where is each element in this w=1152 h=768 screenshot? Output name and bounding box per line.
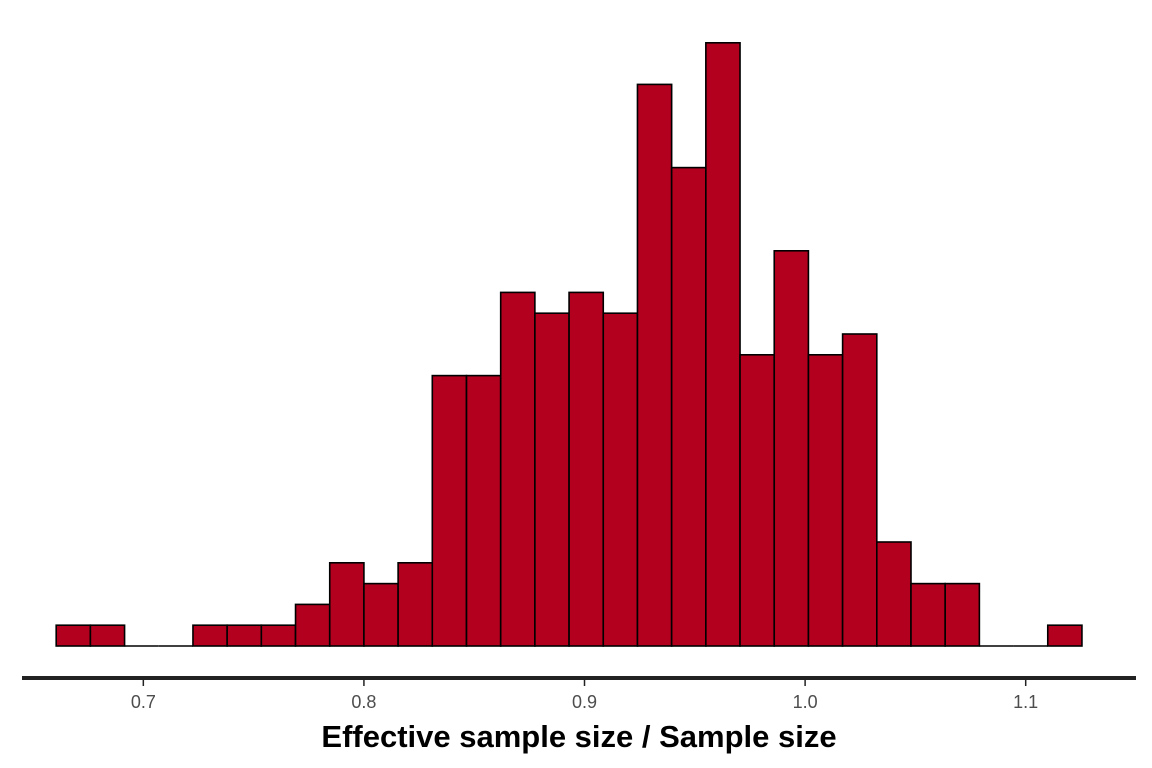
histogram-bar	[636, 83, 673, 647]
histogram-bar	[568, 291, 605, 647]
histogram-bar	[397, 561, 434, 647]
histogram-bar	[602, 312, 639, 647]
histogram-bar	[499, 291, 536, 647]
histogram-bar	[773, 250, 810, 647]
histogram-bar	[910, 582, 946, 647]
histogram-bar	[294, 603, 331, 647]
x-tick-label: 1.1	[1013, 692, 1038, 712]
histogram-bar	[431, 374, 468, 647]
x-tick-label: 0.7	[131, 692, 156, 712]
x-tick-label: 0.9	[572, 692, 597, 712]
histogram-bar	[226, 624, 263, 647]
histogram-bar	[944, 582, 981, 647]
histogram-bar	[670, 166, 707, 647]
histogram-bar	[807, 353, 844, 647]
histogram-bar	[841, 333, 878, 647]
x-tick-label: 0.8	[351, 692, 376, 712]
histogram-bar	[739, 353, 776, 647]
histogram-bar	[55, 624, 92, 647]
histogram-bar	[1046, 624, 1083, 647]
histogram-bar	[465, 374, 502, 647]
histogram-bar	[328, 561, 365, 647]
x-axis-ticks: 0.7 0.8 0.9 1.0 1.1	[131, 680, 1038, 712]
x-tick-label: 1.0	[793, 692, 818, 712]
histogram-bar	[192, 624, 228, 647]
histogram-bar	[875, 541, 912, 647]
histogram-bar	[363, 582, 399, 647]
histogram-bar	[534, 312, 570, 647]
histogram-bar	[89, 624, 126, 647]
x-axis-title: Effective sample size / Sample size	[321, 719, 836, 754]
histogram-bars	[55, 41, 1083, 647]
histogram-bar	[705, 41, 741, 647]
histogram-bar	[260, 624, 297, 647]
